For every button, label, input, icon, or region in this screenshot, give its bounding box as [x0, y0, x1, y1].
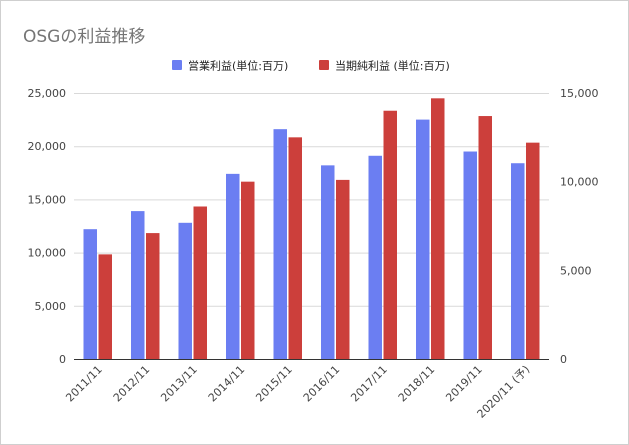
bar-operating-profit: [83, 229, 97, 359]
right-tick-label: 15,000: [560, 87, 599, 100]
gridlines: [74, 93, 549, 307]
x-axis-ticks: 2011/11 2012/11 2013/11 2014/11 2015/11 2016/…: [63, 363, 532, 421]
left-tick-label: 10,000: [28, 247, 67, 260]
x-tick-label: 2017/11: [348, 363, 390, 405]
bar-operating-profit: [321, 165, 335, 359]
left-tick-label: 0: [59, 353, 66, 366]
legend-label-net-income: 当期純利益 (単位:百万): [335, 59, 450, 73]
bar-operating-profit: [368, 155, 382, 359]
x-tick-label: 2015/11: [253, 363, 295, 405]
bar-net-income: [336, 179, 350, 359]
legend: 営業利益(単位:百万) 当期純利益 (単位:百万): [172, 59, 450, 73]
bars: [83, 98, 540, 359]
left-tick-label: 15,000: [28, 193, 67, 206]
bar-net-income: [146, 233, 160, 359]
legend-swatch-operating-profit: [172, 60, 182, 70]
left-tick-label: 5,000: [35, 300, 67, 313]
left-axis-ticks: 0 5,000 10,000 15,000 20,000 25,000: [28, 87, 67, 366]
x-tick-label: 2013/11: [158, 363, 200, 405]
bar-operating-profit: [463, 151, 477, 359]
bar-net-income: [526, 142, 540, 359]
bar-net-income: [241, 181, 255, 359]
bar-net-income: [193, 206, 207, 359]
bar-net-income: [478, 116, 492, 359]
x-tick-label: 2011/11: [63, 363, 105, 405]
left-tick-label: 25,000: [28, 87, 67, 100]
bar-net-income: [288, 137, 302, 359]
bar-operating-profit: [416, 119, 430, 359]
right-axis-ticks: 0 5,000 10,000 15,000: [560, 87, 599, 366]
x-tick-label: 2014/11: [206, 363, 248, 405]
bar-operating-profit: [511, 163, 525, 359]
bar-net-income: [383, 110, 397, 359]
bar-operating-profit: [131, 211, 145, 359]
x-tick-label: 2018/11: [396, 363, 438, 405]
legend-swatch-net-income: [319, 60, 329, 70]
bar-operating-profit: [178, 222, 192, 359]
x-tick-label: 2012/11: [111, 363, 153, 405]
right-tick-label: 0: [560, 353, 567, 366]
bar-net-income: [431, 98, 445, 359]
x-tick-label: 2016/11: [301, 363, 343, 405]
bar-operating-profit: [226, 173, 240, 359]
chart-title: OSGの利益推移: [23, 27, 145, 47]
x-tick-label: 2019/11: [443, 363, 485, 405]
bar-net-income: [98, 254, 112, 359]
legend-label-operating-profit: 営業利益(単位:百万): [188, 59, 288, 73]
bar-operating-profit: [273, 129, 287, 359]
right-tick-label: 5,000: [560, 264, 592, 277]
right-tick-label: 10,000: [560, 176, 599, 189]
left-tick-label: 20,000: [28, 140, 67, 153]
